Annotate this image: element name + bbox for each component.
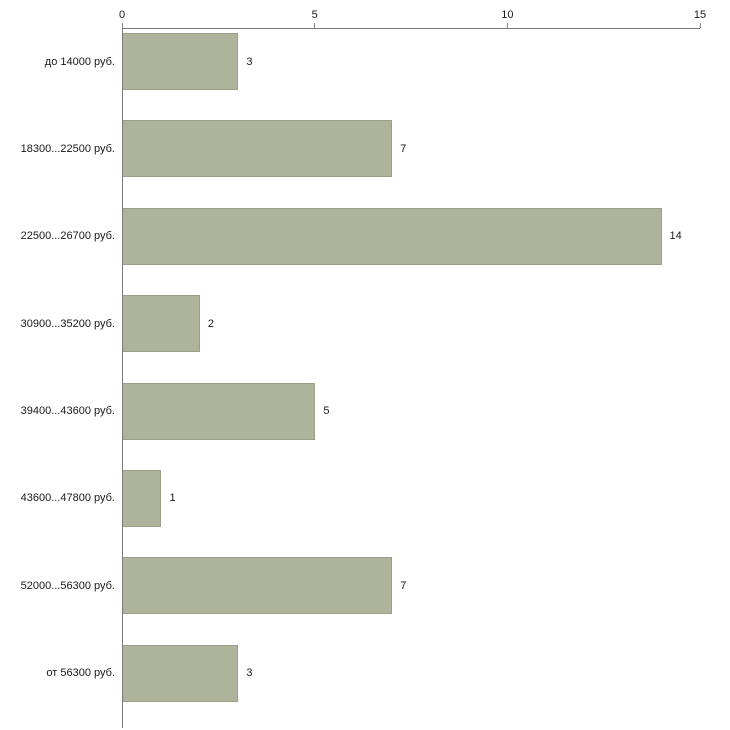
value-label: 1 (169, 492, 176, 505)
category-label: 30900...35200 руб. (20, 317, 115, 330)
value-label: 3 (246, 667, 253, 680)
value-label: 5 (323, 405, 330, 417)
value-label: 2 (207, 317, 215, 330)
category-label: 39400...43600 руб. (20, 405, 115, 417)
bar (123, 120, 393, 178)
x-tick: 15 (694, 9, 706, 28)
category-label: 52000...56300 руб. (20, 579, 115, 592)
bar-row: 30900...35200 руб. 2 (21, 291, 700, 378)
value-label: 3 (246, 55, 253, 68)
plot-area: до 14000 руб. 3 18300...22500 руб. 7 22500..… (21, 28, 700, 728)
bar (123, 469, 162, 527)
x-tick-mark (699, 23, 701, 28)
bar-row: 18300...22500 руб. 7 (21, 116, 700, 203)
bar (123, 382, 316, 440)
bar (123, 207, 662, 265)
x-tick-label: 10 (501, 9, 514, 21)
x-tick: 0 (119, 9, 125, 28)
bar-row: 22500...26700 руб. 14 (21, 204, 700, 291)
x-tick-mark (506, 23, 508, 28)
x-tick-label: 0 (118, 9, 126, 21)
category-label: до 14000 руб. (44, 55, 115, 68)
category-label: 22500...26700 руб. (20, 230, 115, 243)
x-tick-mark (121, 23, 123, 28)
bar (123, 295, 200, 353)
x-tick-label: 15 (693, 9, 707, 21)
x-axis-ticks: 0 5 10 15 (119, 0, 706, 28)
category-label: 18300...22500 руб. (20, 142, 115, 155)
category-label: от 56300 руб. (46, 667, 115, 680)
x-tick-mark (314, 23, 316, 28)
bar (123, 33, 239, 90)
value-label: 7 (400, 142, 407, 155)
bar-row: от 56300 руб. 3 (46, 641, 700, 728)
bar-row: до 14000 руб. 3 (45, 29, 700, 116)
bar-row: 43600...47800 руб. 1 (21, 466, 700, 553)
value-label: 7 (400, 579, 407, 592)
bar (123, 557, 393, 615)
bar-row: 39400...43600 руб. 5 (21, 379, 700, 466)
x-tick: 5 (312, 9, 318, 28)
bar-row: 52000...56300 руб. 7 (21, 553, 700, 640)
bar (123, 644, 239, 702)
value-label: 14 (669, 230, 682, 243)
category-label: 43600...47800 руб. (20, 492, 115, 505)
x-tick: 10 (501, 9, 513, 28)
x-tick-label: 5 (311, 9, 318, 21)
